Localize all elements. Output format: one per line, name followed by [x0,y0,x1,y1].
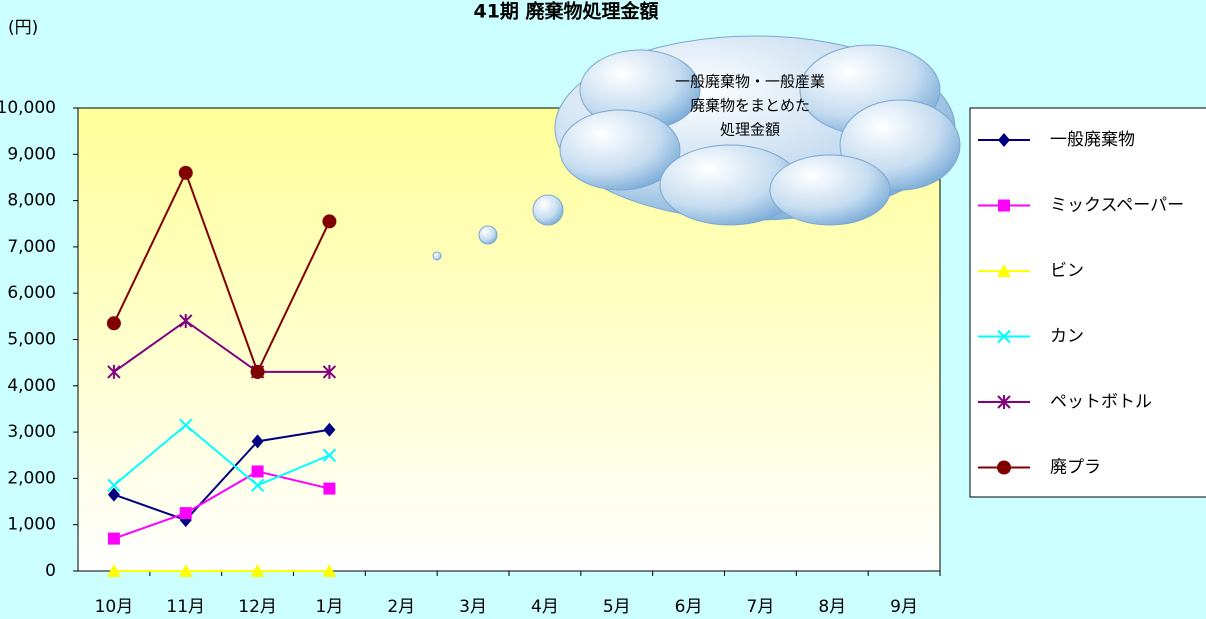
legend-label: カン [1050,327,1084,347]
marker [251,434,264,449]
x-tick-label: 2月 [387,597,415,617]
y-tick-label: 6,000 [7,283,56,303]
x-tick-label: 11月 [166,597,205,617]
y-tick-label: 3,000 [7,422,56,442]
marker [107,487,120,502]
legend [969,107,1206,498]
marker [322,364,337,379]
callout-text: 一般廃棄物・一般産業 [675,73,825,91]
marker [322,448,337,462]
x-tick-label: 4月 [531,597,559,617]
marker [997,395,1011,409]
series-line [113,170,331,375]
y-tick-label: 0 [45,561,56,581]
marker [250,564,265,577]
marker [997,264,1011,277]
x-tick-label: 9月 [890,597,918,617]
x-tick-label: 8月 [818,597,846,617]
series-line [113,319,330,373]
callout-text: 処理金額 [720,121,780,139]
y-tick-label: 8,000 [7,191,56,211]
x-tick-label: 12月 [238,597,277,617]
y-tick-label: 9,000 [7,144,56,164]
y-tick-label: 4,000 [7,376,56,396]
marker [179,313,193,328]
marker [178,165,193,180]
x-tick-label: 6月 [675,597,703,617]
marker [178,564,193,577]
legend-label: ミックスペーパー [1050,196,1184,216]
x-tick-label: 1月 [316,597,344,617]
marker [179,507,192,520]
y-tick-label: 7,000 [7,237,56,257]
y-tick-label: 5,000 [7,330,56,350]
marker [997,329,1011,344]
marker [997,460,1011,475]
legend-label: ビン [1050,261,1084,281]
legend-label: 廃プラ [1050,458,1101,478]
y-tick-label: 1,000 [7,515,56,535]
marker [250,364,265,379]
marker [251,465,264,478]
marker [322,214,337,229]
marker [107,478,121,493]
marker [107,532,120,545]
x-tick-label: 3月 [459,597,487,617]
series-line [113,423,330,487]
y-axis-label: (円) [8,18,38,38]
marker [998,199,1010,212]
legend-label: ペットボトル [1050,392,1152,412]
series-line [113,470,330,540]
marker [106,316,121,331]
legend-label: 一般廃棄物 [1050,130,1135,150]
marker [107,364,121,379]
x-tick-label: 10月 [95,597,134,617]
marker [322,564,337,577]
marker [323,422,336,437]
marker [250,478,265,493]
y-tick-label: 2,000 [7,468,56,488]
marker [179,418,193,432]
x-tick-label: 7月 [747,597,775,617]
callout-text: 廃棄物をまとめた [690,97,810,115]
series-line [113,428,330,522]
x-tick-label: 5月 [603,597,631,617]
marker [323,482,336,495]
marker [998,133,1010,147]
marker [106,564,121,577]
y-tick-label: 10,000 [0,98,56,118]
chart-title: 41期 廃棄物処理金額 [473,0,658,23]
callout [432,35,961,261]
